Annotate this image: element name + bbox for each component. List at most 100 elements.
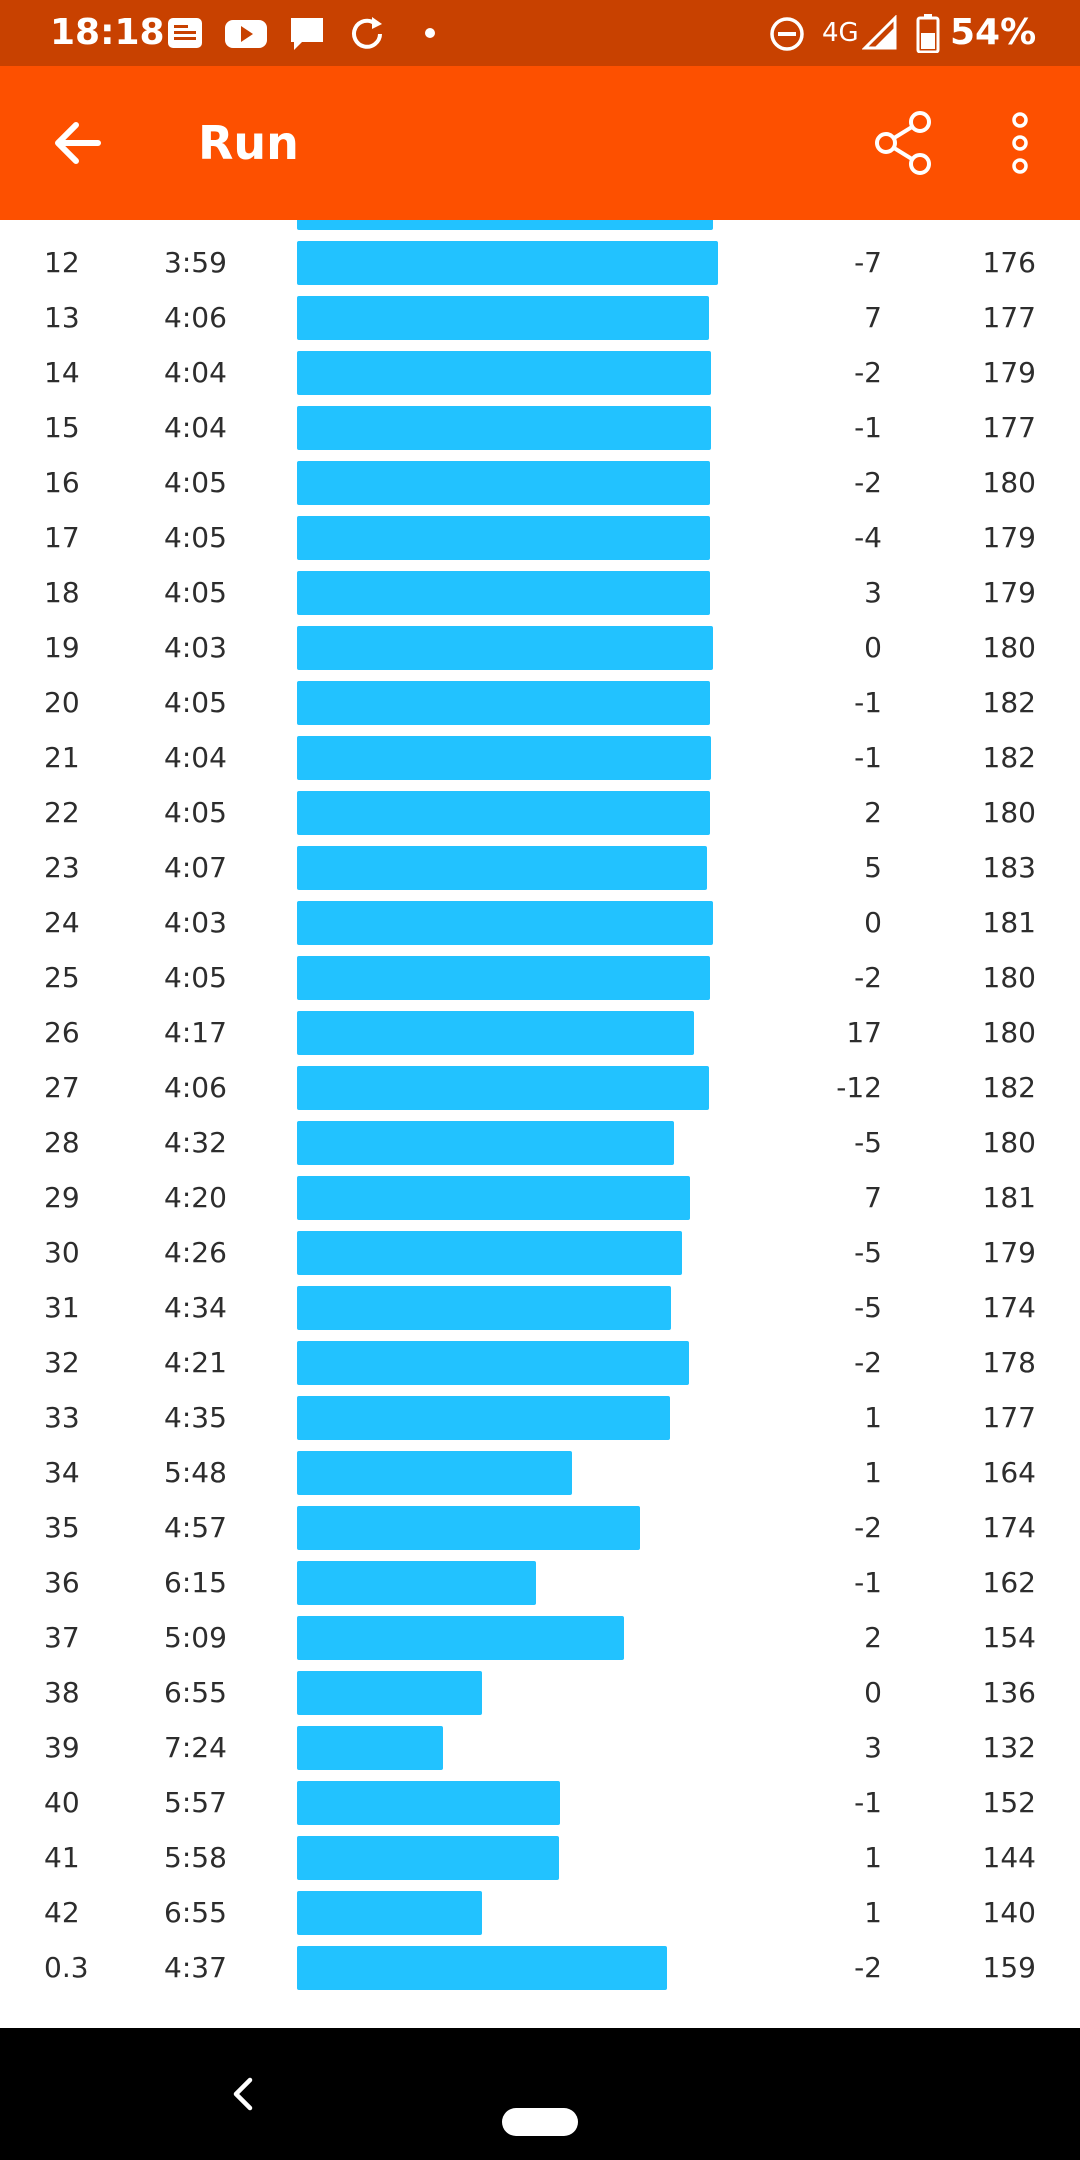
split-row: 29 4:20 7 181 xyxy=(0,1170,1080,1225)
split-row: 21 4:04 -1 182 xyxy=(0,730,1080,785)
split-km: 42 xyxy=(44,1896,80,1929)
network-type: 4G xyxy=(822,18,859,48)
split-km: 37 xyxy=(44,1621,80,1654)
split-pace: 4:20 xyxy=(164,1181,227,1214)
split-elevation: -2 xyxy=(854,1346,882,1379)
split-heart-rate: 180 xyxy=(982,961,1036,994)
split-pace: 4:37 xyxy=(164,1951,227,1984)
split-km: 36 xyxy=(44,1566,80,1599)
split-row: 31 4:34 -5 174 xyxy=(0,1280,1080,1335)
split-elevation: 7 xyxy=(864,301,882,334)
split-row: 30 4:26 -5 179 xyxy=(0,1225,1080,1280)
split-pace: 4:17 xyxy=(164,1016,227,1049)
split-pace-bar xyxy=(297,516,710,560)
split-elevation: 1 xyxy=(864,1401,882,1434)
split-pace: 7:24 xyxy=(164,1731,227,1764)
split-pace-bar xyxy=(297,1616,624,1660)
split-elevation: -2 xyxy=(854,356,882,389)
split-heart-rate: 180 xyxy=(982,466,1036,499)
split-heart-rate: 181 xyxy=(982,1181,1036,1214)
split-row: 26 4:17 17 180 xyxy=(0,1005,1080,1060)
split-pace-bar xyxy=(297,351,711,395)
split-km: 31 xyxy=(44,1291,80,1324)
split-row: 27 4:06 -12 182 xyxy=(0,1060,1080,1115)
split-heart-rate: 174 xyxy=(982,1511,1036,1544)
split-heart-rate: 180 xyxy=(982,796,1036,829)
split-pace-bar xyxy=(297,461,710,505)
split-heart-rate: 180 xyxy=(982,1126,1036,1159)
split-heart-rate: 152 xyxy=(982,1786,1036,1819)
message-icon xyxy=(291,18,323,50)
split-heart-rate: 179 xyxy=(982,576,1036,609)
back-arrow-icon[interactable] xyxy=(40,106,114,180)
split-km: 0.3 xyxy=(44,1951,89,1984)
navigation-bar xyxy=(0,2028,1080,2160)
split-heart-rate: 183 xyxy=(982,851,1036,884)
split-heart-rate: 179 xyxy=(982,356,1036,389)
split-row: 23 4:07 5 183 xyxy=(0,840,1080,895)
nav-home-pill[interactable] xyxy=(502,2108,578,2136)
split-row: 37 5:09 2 154 xyxy=(0,1610,1080,1665)
split-pace: 4:03 xyxy=(164,220,227,235)
split-km: 13 xyxy=(44,301,80,334)
split-pace-bar xyxy=(297,1286,671,1330)
split-row: 34 5:48 1 164 xyxy=(0,1445,1080,1500)
split-heart-rate: 182 xyxy=(982,1071,1036,1104)
split-pace: 4:35 xyxy=(164,1401,227,1434)
split-pace: 4:05 xyxy=(164,521,227,554)
split-row: 24 4:03 0 181 xyxy=(0,895,1080,950)
split-pace-bar xyxy=(297,626,713,670)
split-km: 26 xyxy=(44,1016,80,1049)
split-elevation: 2 xyxy=(864,1621,882,1654)
split-km: 32 xyxy=(44,1346,80,1379)
page-title: Run xyxy=(198,116,299,170)
split-elevation: 1 xyxy=(864,1896,882,1929)
split-row: 25 4:05 -2 180 xyxy=(0,950,1080,1005)
split-pace: 4:05 xyxy=(164,686,227,719)
split-pace: 4:07 xyxy=(164,851,227,884)
split-heart-rate: 159 xyxy=(982,1951,1036,1984)
split-pace: 4:05 xyxy=(164,466,227,499)
split-elevation: 5 xyxy=(864,851,882,884)
split-km: 17 xyxy=(44,521,80,554)
splits-list[interactable]: 114:032178123:59-7176134:067177144:04-21… xyxy=(0,220,1080,2028)
split-row: 18 4:05 3 179 xyxy=(0,565,1080,620)
split-elevation: 17 xyxy=(846,1016,882,1049)
split-km: 20 xyxy=(44,686,80,719)
split-elevation: 2 xyxy=(864,796,882,829)
dnd-icon xyxy=(770,17,804,51)
split-heart-rate: 182 xyxy=(982,741,1036,774)
split-km: 38 xyxy=(44,1676,80,1709)
split-heart-rate: 144 xyxy=(982,1841,1036,1874)
split-pace: 4:06 xyxy=(164,1071,227,1104)
split-heart-rate: 179 xyxy=(982,1236,1036,1269)
split-pace-bar xyxy=(297,220,713,230)
split-row: 40 5:57 -1 152 xyxy=(0,1775,1080,1830)
split-pace: 4:04 xyxy=(164,741,227,774)
split-elevation: 1 xyxy=(864,1841,882,1874)
split-heart-rate: 177 xyxy=(982,1401,1036,1434)
dot-icon xyxy=(425,28,435,38)
split-elevation: -1 xyxy=(854,686,882,719)
nav-back-icon[interactable] xyxy=(222,2072,266,2116)
more-vert-icon[interactable] xyxy=(1000,106,1040,180)
split-pace: 4:05 xyxy=(164,796,227,829)
split-elevation: -5 xyxy=(854,1291,882,1324)
split-pace: 4:04 xyxy=(164,411,227,444)
split-km: 28 xyxy=(44,1126,80,1159)
split-row: 14 4:04 -2 179 xyxy=(0,345,1080,400)
split-pace: 4:06 xyxy=(164,301,227,334)
share-icon[interactable] xyxy=(866,106,940,180)
split-elevation: 7 xyxy=(864,1181,882,1214)
split-elevation: 0 xyxy=(864,631,882,664)
app-bar: Run xyxy=(0,66,1080,220)
split-pace-bar xyxy=(297,406,711,450)
split-pace-bar xyxy=(297,1671,482,1715)
split-pace: 4:05 xyxy=(164,576,227,609)
split-heart-rate: 178 xyxy=(982,1346,1036,1379)
split-elevation: 0 xyxy=(864,1676,882,1709)
split-row: 41 5:58 1 144 xyxy=(0,1830,1080,1885)
split-pace-bar xyxy=(297,1396,670,1440)
split-heart-rate: 132 xyxy=(982,1731,1036,1764)
split-km: 34 xyxy=(44,1456,80,1489)
